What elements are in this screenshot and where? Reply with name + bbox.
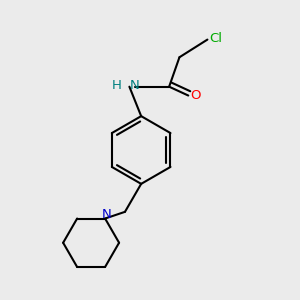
Text: N: N xyxy=(101,208,111,221)
Text: O: O xyxy=(190,89,201,102)
Text: N: N xyxy=(129,79,139,92)
Text: Cl: Cl xyxy=(209,32,222,45)
Text: H: H xyxy=(112,79,122,92)
